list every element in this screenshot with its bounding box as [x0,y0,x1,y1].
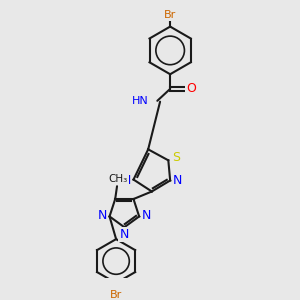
Text: N: N [98,209,107,222]
Text: S: S [172,151,180,164]
Text: N: N [142,209,151,222]
Text: N: N [122,174,131,187]
Text: N: N [173,174,182,187]
Text: O: O [186,82,196,95]
Text: HN: HN [131,96,148,106]
Text: Br: Br [164,10,176,20]
Text: CH₃: CH₃ [108,174,128,184]
Text: Br: Br [110,290,122,300]
Text: N: N [120,228,129,241]
